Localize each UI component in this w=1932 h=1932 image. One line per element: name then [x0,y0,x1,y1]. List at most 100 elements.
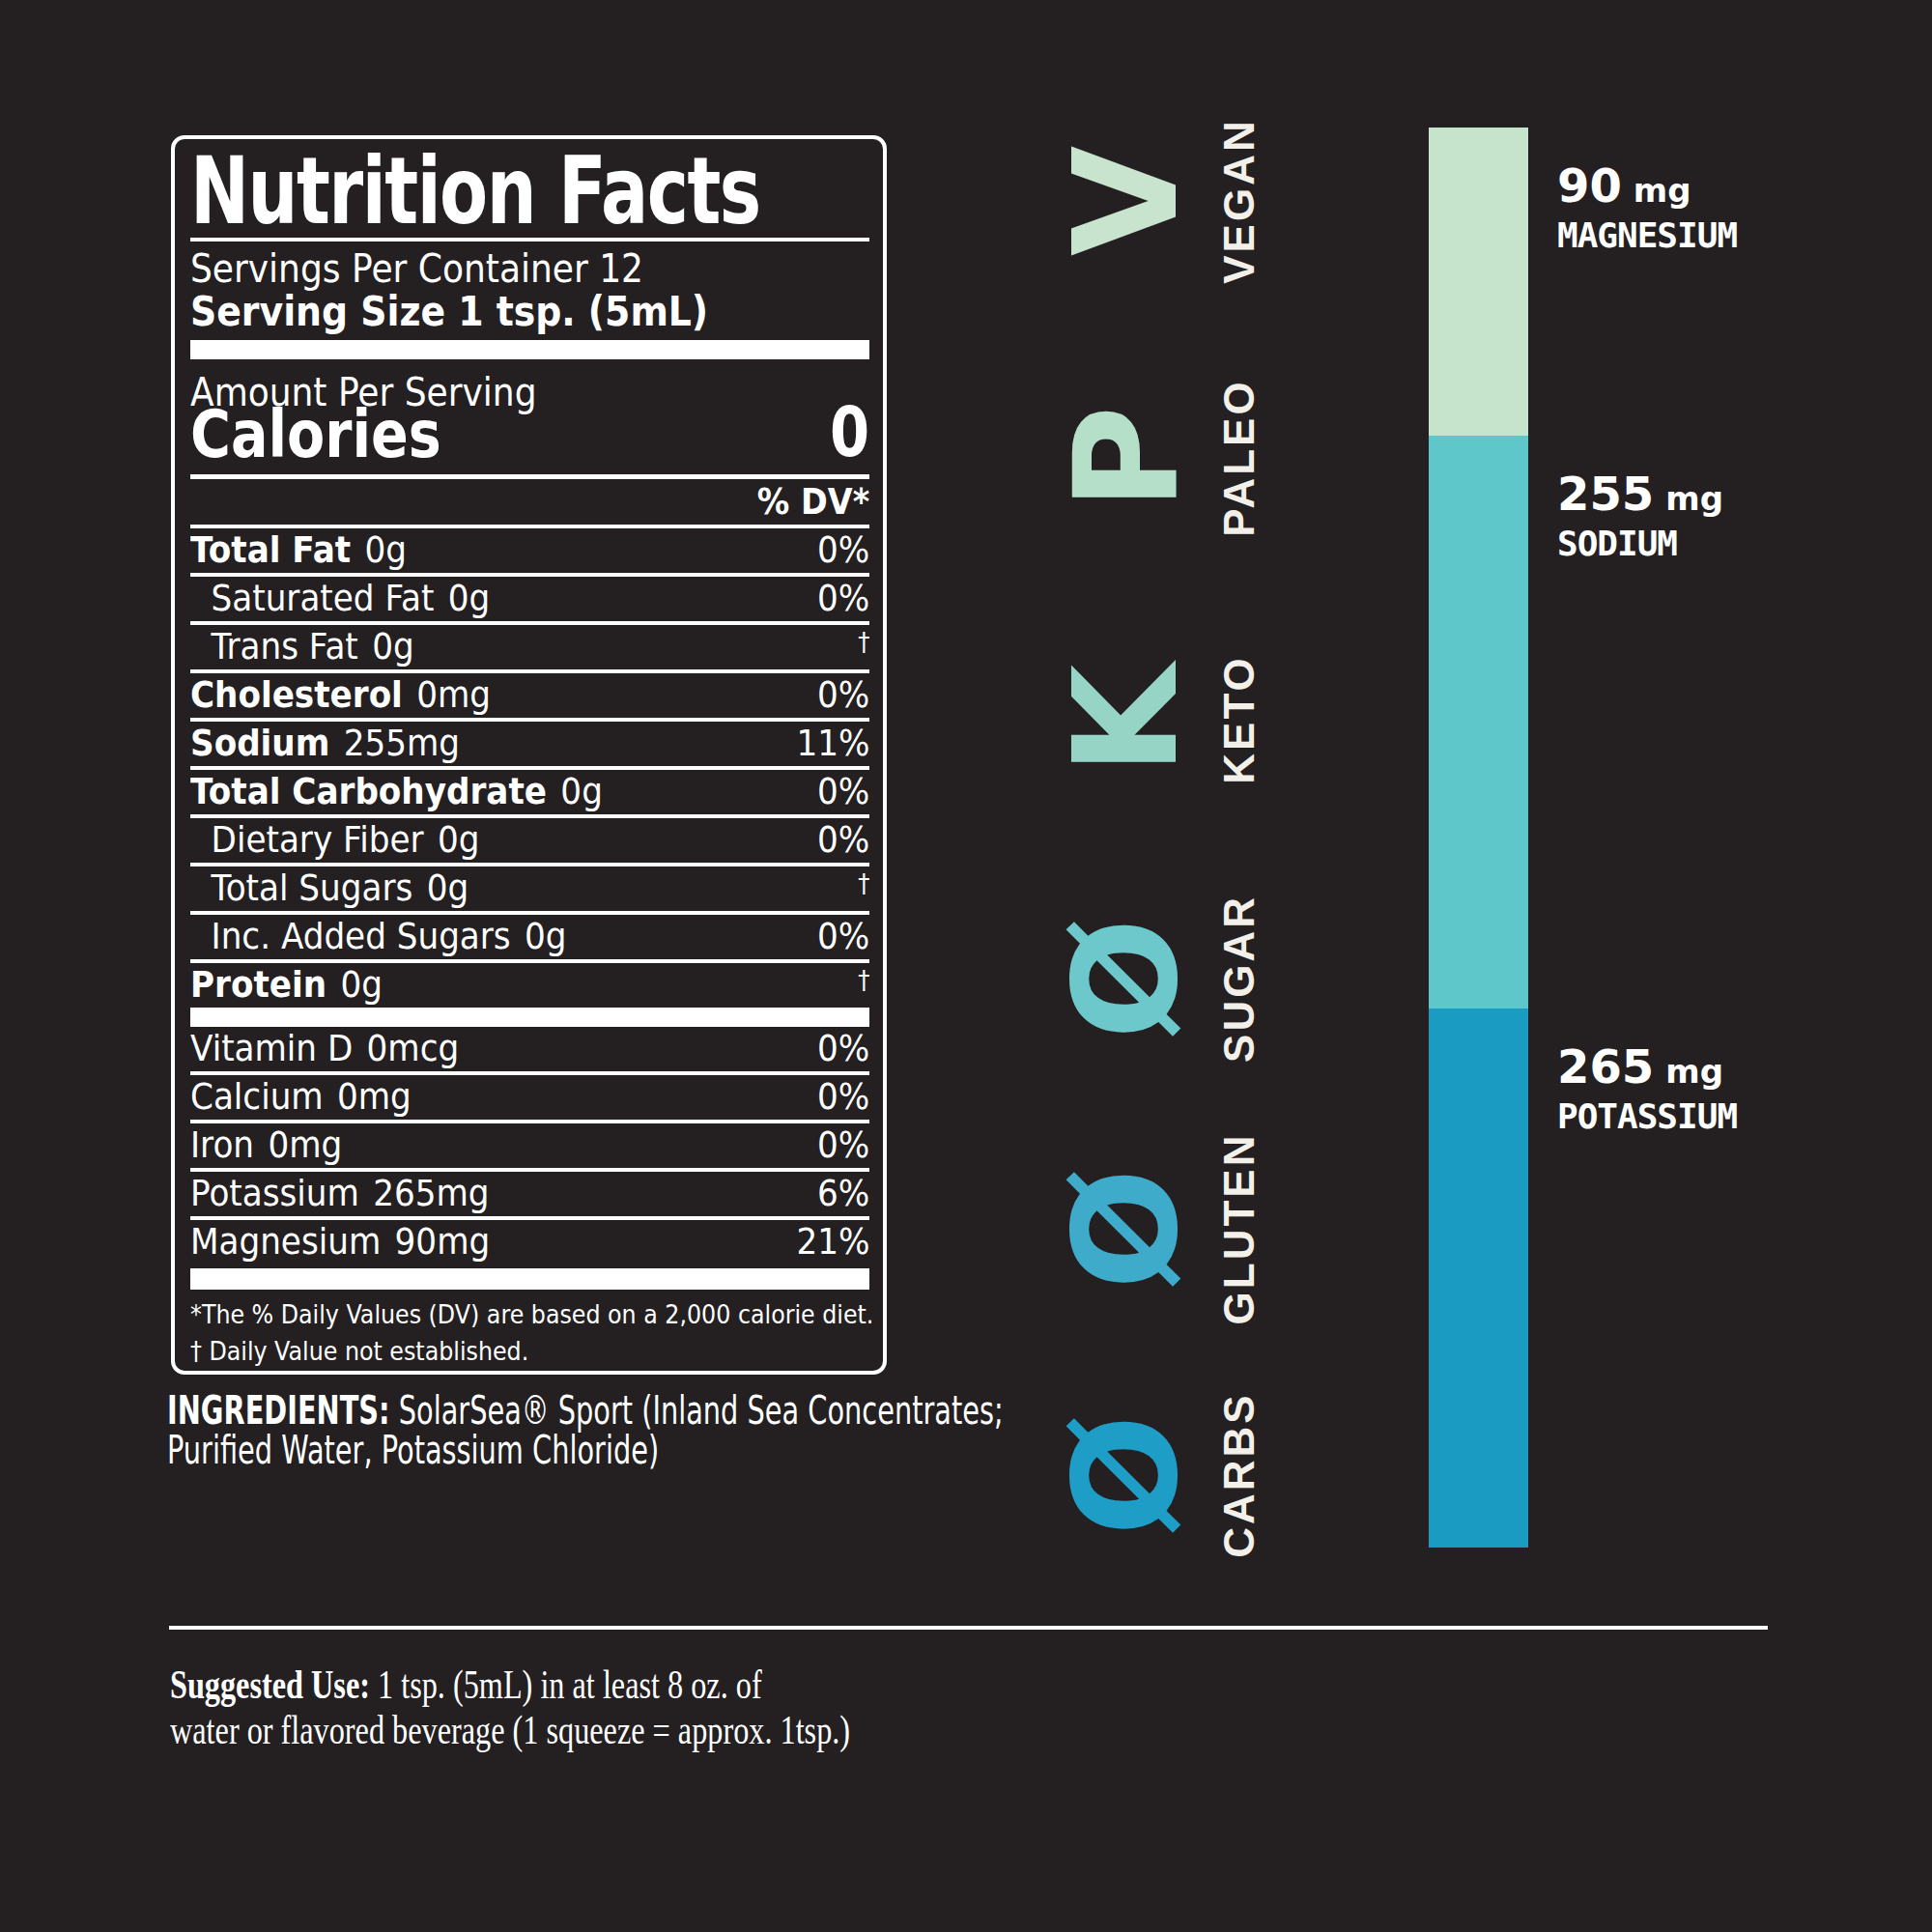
nutrient-amount: 265mg [373,1172,489,1214]
badge-glyph-carbs: Ø [1055,1414,1198,1536]
nutrient-amount: 0g [525,915,566,957]
servings-per-container: Servings Per Container 12 [190,247,869,290]
nutrient-name: Saturated Fat [212,577,435,619]
bar-segment-magnesium [1429,128,1528,436]
nutrient-daily-value: 21% [796,1220,869,1264]
nutrient-daily-value: † [858,867,869,901]
mineral-amount: 265 [1557,1041,1654,1092]
ingredients-line2: Purified Water, Potassium Chloride) [167,1428,659,1472]
mineral-unit: mg [1665,1046,1723,1096]
badge-label-gluten: GLUTEN [1218,1133,1261,1325]
nutrient-daily-value: † [858,963,869,998]
nutrient-daily-value: 6% [817,1172,869,1215]
separator-line [169,1626,1768,1630]
badge-glyph-keto: K [1055,665,1198,776]
nutrient-amount: 0mcg [367,1027,460,1069]
suggested-use-line1: 1 tsp. (5mL) in at least 8 oz. of [370,1662,762,1707]
mineral-unit: mg [1634,165,1691,215]
nutrient-amount: 0g [340,963,382,1006]
nutrient-amount: 0g [427,867,469,909]
nutrient-name: Calcium [190,1075,324,1118]
nutrient-name: Total Fat [190,528,351,571]
nutrient-daily-value: 0% [817,818,869,862]
nutrient-amount: 0g [560,770,602,812]
nutrient-amount: 255mg [344,722,460,764]
nutrient-daily-value: 0% [817,1075,869,1119]
nutrient-name: Magnesium [190,1220,381,1263]
nutrient-row: Saturated Fat0g0% [190,573,869,621]
nutrient-name: Iron [190,1123,254,1166]
nutrient-row: Total Fat 0g 0% [190,525,869,573]
ingredients: INGREDIENTS: SolarSea® Sport (Inland Sea… [167,1391,1004,1470]
nutrient-row: Potassium 265mg 6% [190,1168,869,1216]
nutrient-name: Inc. Added Sugars [212,915,511,957]
mineral-bar-chart [1429,128,1528,1548]
nutrient-row: Sodium255mg11% [190,718,869,766]
divider-thick-1 [190,340,869,359]
mineral-unit: mg [1665,473,1723,524]
nutrient-row: Total Sugars 0g † [190,863,869,911]
calories-label: Calories [190,400,869,469]
bar-segment-potassium [1429,1009,1528,1548]
mineral-amount: 90 [1557,160,1622,211]
nutrient-row: Iron 0mg 0% [190,1120,869,1168]
nutrient-name: Total Carbohydrate [190,770,547,812]
ingredients-line1: SolarSea® Sport (Inland Sea Concentrates… [399,1388,1004,1433]
micronutrient-rows: Vitamin D0mcg0%Calcium0mg0%Iron0mg0%Pota… [190,1027,869,1264]
mineral-name: POTASSIUM [1557,1097,1737,1136]
nutrient-row: Dietary Fiber 0g 0% [190,814,869,863]
nutrient-amount: 0mg [337,1075,412,1118]
nutrient-daily-value: 0% [817,1027,869,1070]
badge-label-vegan: VEGAN [1218,118,1261,283]
divider-title [190,238,869,242]
nutrient-amount: 0mg [268,1123,342,1166]
nutrient-name: Protein [190,963,327,1006]
divider-calories [190,474,869,479]
nutrient-daily-value: 0% [817,770,869,813]
badge-label-paleo: PALEO [1218,379,1261,536]
mineral-name: MAGNESIUM [1557,216,1737,255]
nutrient-daily-value: † [858,625,869,660]
nutrient-daily-value: 0% [817,1123,869,1167]
suggested-use-line2: water or flavored beverage (1 squeeze = … [170,1707,850,1752]
nutrient-rows: Total Fat0g0%Saturated Fat0g0%Trans Fat0… [190,525,869,1008]
label-canvas: Nutrition Facts Servings Per Container 1… [0,0,1932,1932]
nutrient-row: Protein 0g † [190,959,869,1008]
nutrient-row: Inc. Added Sugars 0g 0% [190,911,869,959]
nutrient-amount: 0g [438,818,479,861]
nutrient-row: Cholesterol 0mg 0% [190,669,869,718]
ingredients-label: INGREDIENTS: [167,1388,390,1433]
nutrient-daily-value: 11% [796,722,869,765]
badge-glyph-sugar: Ø [1055,918,1198,1039]
footnote-dagger: † Daily Value not established. [190,1333,528,1370]
nutrient-name: Dietary Fiber [212,818,424,861]
nutrient-daily-value: 0% [817,577,869,620]
nutrient-name: Vitamin D [190,1027,353,1069]
calories-value: 0 [830,396,869,468]
nutrient-amount: 0g [372,625,413,668]
footnotes: *The % Daily Values (DV) are based on a … [190,1296,869,1370]
nutrient-daily-value: 0% [817,915,869,958]
nutrient-row: Calcium 0mg 0% [190,1071,869,1120]
nutrient-daily-value: 0% [817,673,869,717]
badge-glyph-paleo: P [1055,406,1198,510]
nutrient-row: Magnesium 90mg 21% [190,1216,869,1264]
nutrient-name: Total Sugars [212,867,413,909]
serving-size: Serving Size 1 tsp. (5mL) [190,290,869,334]
nutrient-name: Potassium [190,1172,359,1214]
nutrient-row: Trans Fat0g† [190,621,869,669]
mineral-amount: 255 [1557,469,1654,519]
badge-label-keto: KETO [1218,655,1261,783]
nutrient-amount: 0g [365,528,407,571]
nutrient-row: Vitamin D 0mcg 0% [190,1027,869,1071]
bar-segment-sodium [1429,436,1528,1009]
badge-glyph-gluten: Ø [1055,1168,1198,1290]
nutrient-amount: 90mg [395,1220,491,1263]
nutrient-daily-value: 0% [817,528,869,572]
mineral-name: SODIUM [1557,525,1677,563]
badge-label-sugar: SUGAR [1218,895,1261,1063]
suggested-use: Suggested Use: 1 tsp. (5mL) in at least … [170,1662,850,1752]
nutrient-amount: 0mg [416,673,491,716]
suggested-use-label: Suggested Use: [170,1662,370,1707]
nutrient-name: Cholesterol [190,673,403,716]
